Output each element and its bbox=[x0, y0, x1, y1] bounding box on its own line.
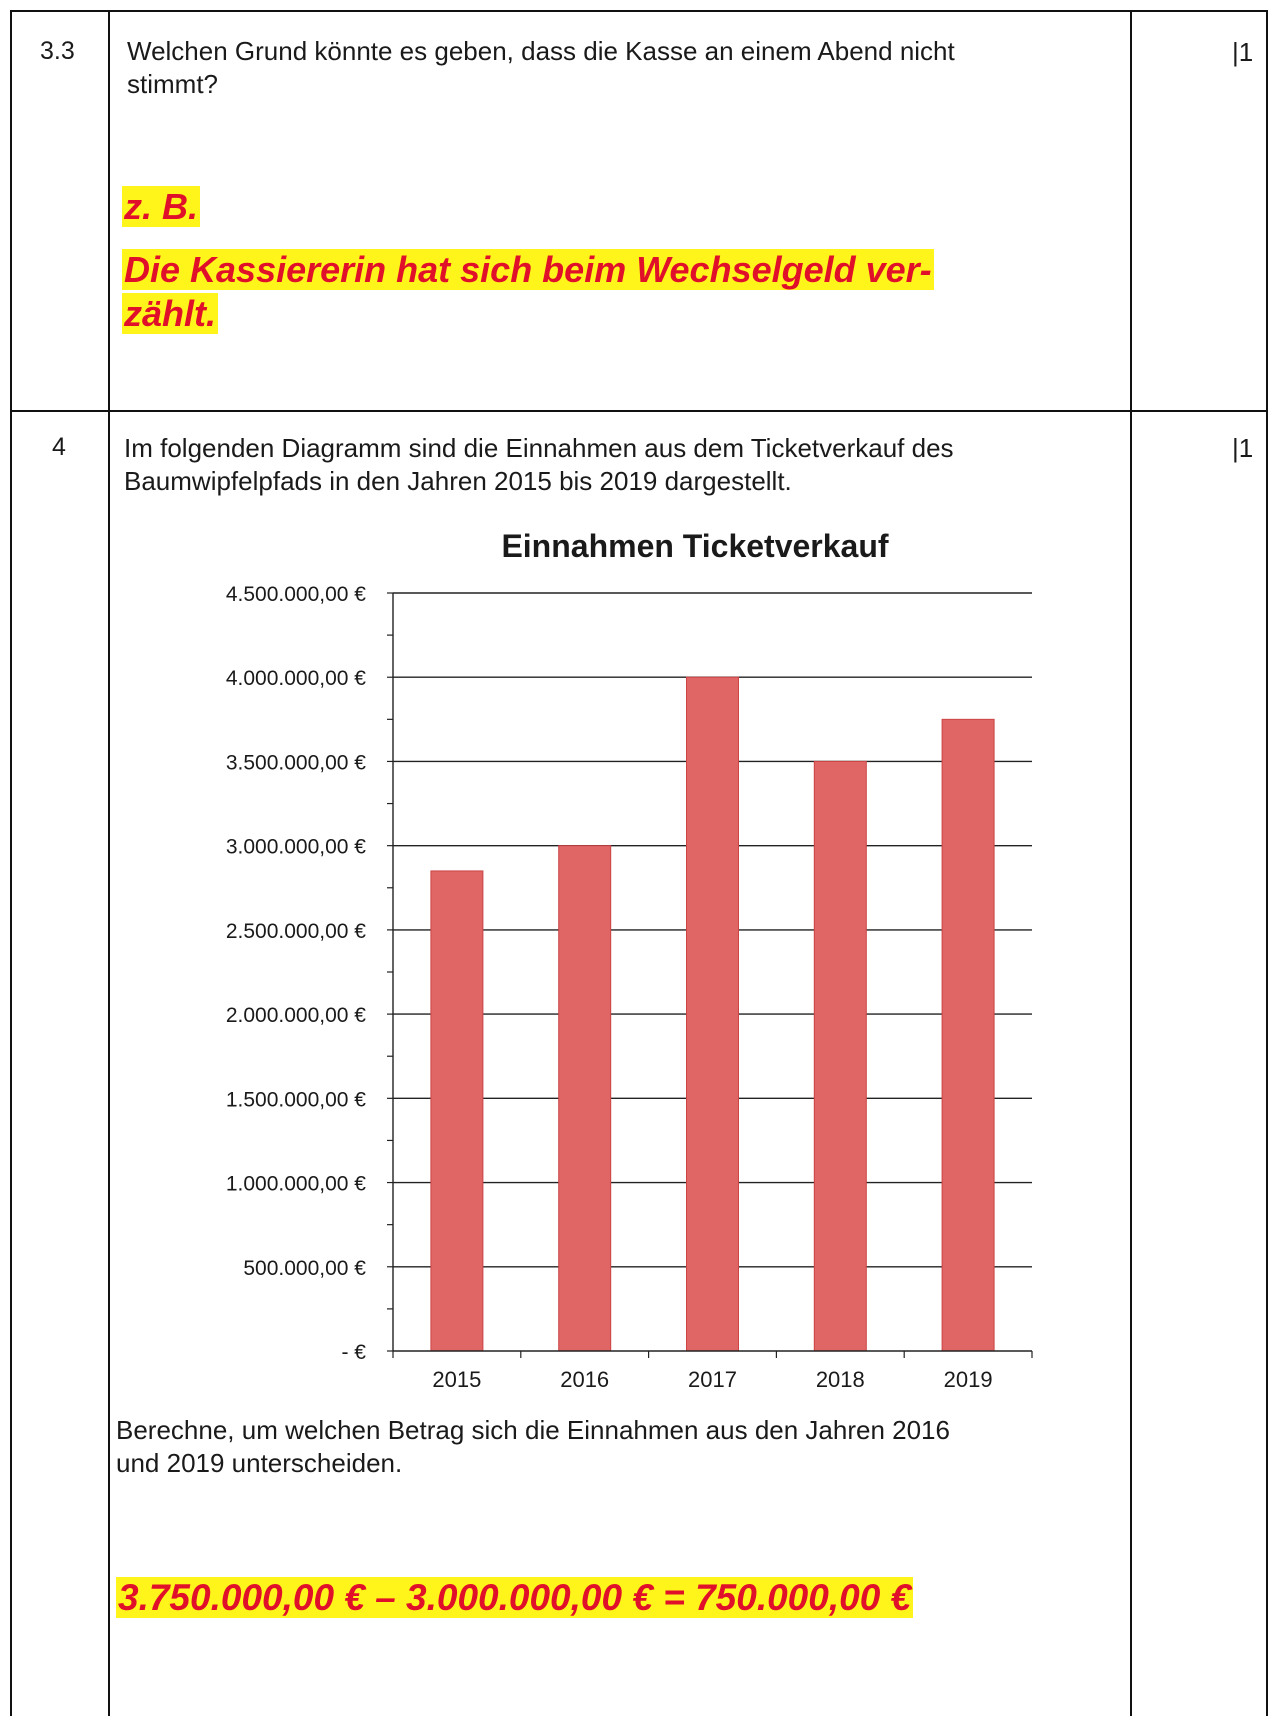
table-border-left bbox=[10, 10, 12, 1716]
task-question: Berechne, um welchen Betrag sich die Ein… bbox=[116, 1414, 1116, 1480]
task-number: 4 bbox=[52, 433, 66, 461]
question-line: und 2019 unterscheiden. bbox=[116, 1448, 403, 1478]
highlighted-text: z. B. bbox=[122, 186, 201, 227]
question-line: Berechne, um welchen Betrag sich die Ein… bbox=[116, 1415, 950, 1445]
intro-line: Im folgenden Diagramm sind die Einnahmen… bbox=[124, 433, 954, 463]
question-line: stimmt? bbox=[127, 69, 218, 99]
table-border-top bbox=[10, 10, 1268, 12]
task-number: 3.3 bbox=[40, 37, 75, 65]
question-line: Welchen Grund könnte es geben, dass die … bbox=[127, 36, 955, 66]
answer-text: Die Kassiererin hat sich beim Wechselgel… bbox=[122, 248, 934, 336]
number-column-divider bbox=[108, 10, 110, 1716]
intro-line: Baumwipfelpfads in den Jahren 2015 bis 2… bbox=[124, 466, 792, 496]
task-points: |1 bbox=[1232, 433, 1254, 463]
highlighted-text: Die Kassiererin hat sich beim Wechselgel… bbox=[122, 249, 934, 290]
task-intro: Im folgenden Diagramm sind die Einnahmen… bbox=[124, 432, 1124, 498]
table-border-right bbox=[1266, 10, 1268, 1716]
answer-prefix: z. B. bbox=[122, 185, 201, 229]
highlighted-text: 3.750.000,00 € – 3.000.000,00 € = 750.00… bbox=[116, 1577, 914, 1618]
highlighted-text: zählt. bbox=[122, 293, 219, 334]
row-divider bbox=[10, 410, 1268, 412]
task-points: |1 bbox=[1232, 37, 1254, 67]
task-question: Welchen Grund könnte es geben, dass die … bbox=[127, 35, 1127, 101]
answer-formula: 3.750.000,00 € – 3.000.000,00 € = 750.00… bbox=[116, 1576, 914, 1620]
points-column-divider bbox=[1130, 10, 1132, 1716]
